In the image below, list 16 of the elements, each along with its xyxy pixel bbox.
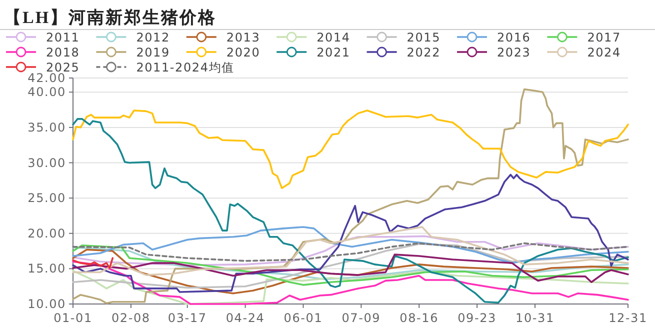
legend-label: 2021 xyxy=(316,46,350,60)
legend-label: 2014 xyxy=(316,30,350,44)
legend-label: 2017 xyxy=(587,30,621,44)
title: 【LH】河南新郑生猪价格 xyxy=(4,8,217,27)
legend-label: 2018 xyxy=(46,46,80,60)
legend-label: 2013 xyxy=(226,30,260,44)
legend-label: 2023 xyxy=(497,46,531,60)
legend-label: 2011 xyxy=(46,30,80,44)
legend-label: 2020 xyxy=(226,46,260,60)
legend-label: 2019 xyxy=(136,46,170,60)
legend-label: 2022 xyxy=(406,46,441,60)
legend-label: 2016 xyxy=(497,30,531,44)
legend-label: 2024 xyxy=(587,46,621,60)
legend-label: 2011-2024均值 xyxy=(136,60,234,74)
legend-label: 2015 xyxy=(406,30,441,44)
legend-label: 2012 xyxy=(136,30,170,44)
